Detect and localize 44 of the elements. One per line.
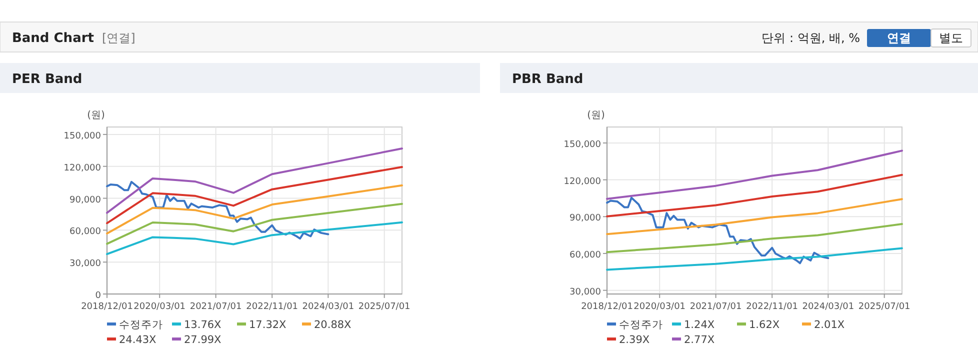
x-tick-label: 2018/12/01	[581, 302, 633, 312]
y-tick-label: 30,000	[570, 287, 602, 298]
legend-label: 수정주가	[619, 319, 663, 331]
legend-label: 2.39X	[619, 334, 650, 346]
x-tick-label: 2022/11/01	[746, 302, 798, 312]
text: 연결	[887, 31, 911, 45]
y-axis-title: (원)	[587, 110, 605, 121]
x-tick-label: 2025/07/01	[858, 302, 910, 312]
y-tick-label: 90,000	[70, 195, 102, 206]
legend-label: 1.24X	[684, 319, 715, 331]
x-tick-label: 2024/03/01	[302, 302, 354, 312]
text: Band Chart	[12, 31, 94, 46]
x-tick-label: 2020/03/01	[134, 302, 186, 312]
y-axis-title: (원)	[87, 110, 105, 121]
y-tick-label: 60,000	[570, 250, 602, 260]
text: [연결]	[102, 31, 136, 45]
y-tick-label: 120,000	[564, 176, 602, 187]
legend-label: 13.76X	[184, 319, 222, 331]
legend-label: 24.43X	[119, 334, 156, 346]
legend-label: 20.88X	[314, 319, 352, 331]
y-tick-label: 0	[95, 291, 102, 301]
legend-label: 수정주가	[119, 319, 163, 331]
chart-title: PBR Band	[512, 72, 584, 87]
chart-title: PER Band	[12, 72, 82, 87]
y-tick-label: 30,000	[70, 259, 102, 270]
x-tick-label: 2021/07/01	[690, 302, 742, 312]
y-tick-label: 150,000	[64, 131, 102, 142]
x-tick-label: 2020/03/01	[634, 302, 686, 312]
text: 단위 : 억원, 배, %	[762, 31, 860, 45]
x-tick-label: 2018/12/01	[81, 302, 133, 312]
y-tick-label: 90,000	[570, 214, 602, 224]
legend-label: 2.01X	[814, 319, 845, 331]
x-tick-label: 2021/07/01	[190, 302, 242, 312]
y-tick-label: 150,000	[564, 140, 602, 150]
legend-label: 27.99X	[184, 334, 222, 346]
y-tick-label: 60,000	[70, 227, 102, 238]
y-tick-label: 120,000	[64, 163, 102, 174]
text: 별도	[939, 31, 963, 45]
x-tick-label: 2024/03/01	[802, 302, 854, 312]
x-tick-label: 2022/11/01	[246, 302, 298, 312]
x-tick-label: 2025/07/01	[358, 302, 410, 312]
legend-label: 1.62X	[749, 319, 780, 331]
legend-label: 2.77X	[684, 334, 715, 346]
legend-label: 17.32X	[249, 319, 286, 331]
